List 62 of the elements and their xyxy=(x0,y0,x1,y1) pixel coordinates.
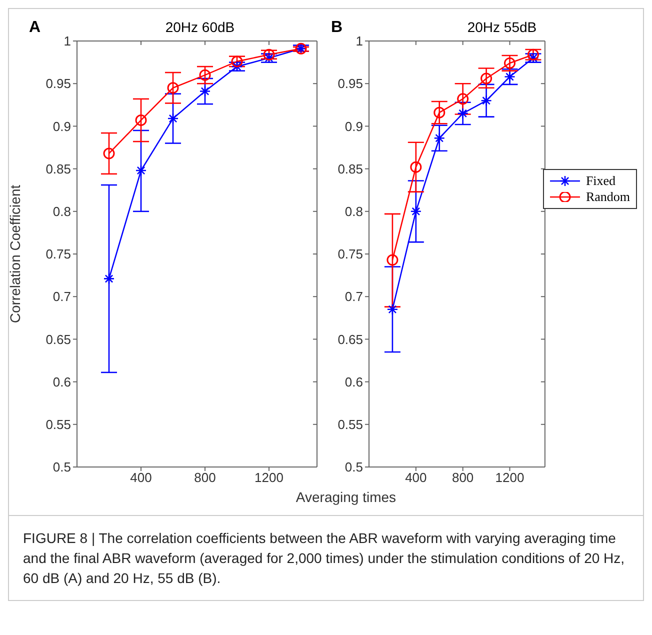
y-tick-label: 0.85 xyxy=(338,161,363,176)
legend-label: Random xyxy=(586,189,630,205)
y-tick-label: 0.65 xyxy=(338,332,363,347)
point xyxy=(199,86,211,97)
point xyxy=(167,112,179,124)
y-tick-label: 0.6 xyxy=(52,374,71,390)
point xyxy=(167,82,179,94)
y-tick-label: 0.6 xyxy=(344,374,363,390)
y-tick-label: 0.7 xyxy=(52,289,71,304)
y-tick-label: 0.5 xyxy=(344,460,363,475)
y-tick-label: 0.95 xyxy=(338,76,363,92)
y-tick-label: 0.8 xyxy=(344,204,363,220)
y-tick-label: 1 xyxy=(64,34,71,49)
y-tick-label: 0.55 xyxy=(338,417,363,432)
y-tick-label: 0.8 xyxy=(52,204,71,220)
point xyxy=(410,206,422,218)
point xyxy=(231,56,243,68)
point xyxy=(199,69,211,81)
point xyxy=(480,94,492,106)
point xyxy=(410,161,422,173)
legend-label: Fixed xyxy=(586,173,616,189)
caption: FIGURE 8 | The correlation coefficients between the ABR waveform with varying averaging time and the final ABR waveform (averaged for 2,000 times) under the stimulation conditions of 20 Hz, 60 dB (A) and 20 Hz, 55 dB (B). xyxy=(9,515,643,600)
point xyxy=(434,106,446,118)
point xyxy=(386,254,398,266)
y-tick-label: 0.9 xyxy=(344,118,363,134)
y-tick-label: 0.85 xyxy=(46,161,71,176)
point xyxy=(457,108,468,120)
text: B xyxy=(331,19,343,37)
x-tick-label: 800 xyxy=(452,470,474,486)
y-tick-label: 1 xyxy=(356,34,363,49)
point xyxy=(263,52,275,64)
point xyxy=(504,57,516,69)
text: A xyxy=(29,19,41,37)
y-tick-label: 0.55 xyxy=(46,417,71,432)
y-tick-label: 0.75 xyxy=(338,246,363,262)
point xyxy=(231,60,243,72)
y-tick-label: 0.7 xyxy=(344,289,363,304)
y-tick-label: 0.75 xyxy=(46,246,71,262)
y-axis-title: Correlation Coefficient xyxy=(6,184,23,324)
point xyxy=(263,48,275,60)
x-tick-label: 800 xyxy=(194,470,216,486)
point xyxy=(504,71,516,82)
point xyxy=(103,273,115,284)
x-tick-label: 1200 xyxy=(254,470,284,486)
point xyxy=(434,132,446,144)
point xyxy=(480,72,492,84)
x-axis-title: Averaging times xyxy=(294,489,398,505)
point xyxy=(135,164,147,176)
y-tick-label: 0.9 xyxy=(52,118,71,134)
chart-title: 20Hz 60dB xyxy=(165,19,235,35)
point xyxy=(457,93,469,105)
x-tick-label: 400 xyxy=(405,470,427,486)
chart-title: 20Hz 55dB xyxy=(467,19,537,35)
x-tick-label: 400 xyxy=(130,470,152,486)
y-tick-label: 0.65 xyxy=(46,332,71,347)
x-tick-label: 1200 xyxy=(495,470,524,486)
point xyxy=(103,148,115,160)
point xyxy=(386,304,398,316)
y-tick-label: 0.95 xyxy=(46,76,71,92)
point xyxy=(135,114,147,126)
point xyxy=(527,48,539,60)
y-tick-label: 0.5 xyxy=(52,460,71,475)
